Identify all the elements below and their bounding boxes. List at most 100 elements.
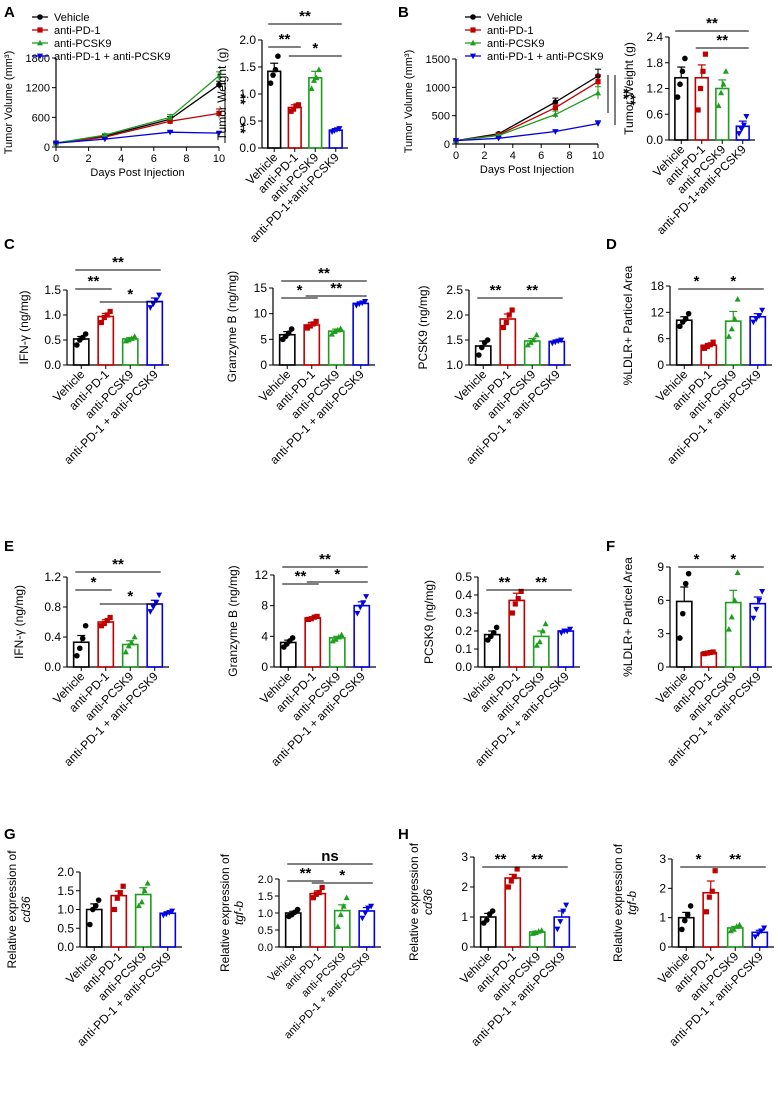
y-tick-label: 0.5 bbox=[239, 114, 256, 128]
data-point bbox=[53, 140, 59, 147]
data-point bbox=[335, 633, 342, 640]
data-point bbox=[511, 873, 517, 880]
data-point bbox=[706, 894, 712, 900]
y-tick-label: 1.5 bbox=[44, 283, 61, 297]
significance-label: * bbox=[91, 574, 97, 591]
data-point bbox=[509, 307, 515, 313]
panel-label-c: C bbox=[4, 236, 15, 253]
data-point bbox=[336, 126, 343, 132]
y-tick-label: 2.0 bbox=[239, 33, 256, 47]
bar bbox=[303, 324, 321, 366]
data-point bbox=[758, 928, 765, 935]
data-point bbox=[216, 81, 222, 88]
significance-label: * bbox=[127, 588, 133, 605]
y-tick-label: 0.8 bbox=[44, 600, 61, 614]
y-tick-label: 0.4 bbox=[44, 630, 61, 644]
data-point bbox=[707, 342, 713, 348]
significance-label: ** bbox=[716, 32, 728, 49]
series-line bbox=[55, 84, 220, 144]
y-tick-label: 0.2 bbox=[455, 624, 472, 638]
data-point bbox=[515, 596, 521, 602]
legend-marker bbox=[470, 53, 476, 60]
data-point bbox=[156, 292, 163, 299]
y-tick-label: 3 bbox=[659, 852, 666, 866]
data-point bbox=[495, 135, 502, 142]
significance-label: ** bbox=[318, 265, 330, 282]
y-tick-label: 0.5 bbox=[44, 333, 61, 347]
data-point bbox=[153, 297, 160, 304]
data-point bbox=[74, 342, 80, 348]
data-point bbox=[685, 570, 692, 577]
data-point bbox=[701, 651, 707, 657]
data-point bbox=[727, 927, 734, 934]
data-point bbox=[167, 129, 174, 136]
data-point bbox=[98, 319, 104, 326]
data-point bbox=[95, 897, 102, 903]
data-point bbox=[128, 335, 135, 341]
data-point bbox=[704, 650, 710, 656]
y-tick-label: 2.4 bbox=[646, 30, 663, 44]
data-point bbox=[334, 923, 341, 929]
y-axis-label: %LDLR+ Particel Area bbox=[621, 265, 635, 385]
y-tick-label: 0.5 bbox=[57, 921, 74, 935]
y-axis-label: Tumor Weight (g) bbox=[215, 48, 229, 141]
y-tick-label: 2.5 bbox=[446, 283, 463, 297]
y-tick-label: 0 bbox=[444, 139, 450, 151]
data-point bbox=[679, 68, 686, 75]
data-point bbox=[560, 908, 567, 915]
significance-label: * bbox=[297, 282, 303, 299]
bar bbox=[146, 300, 164, 366]
x-tick-label: 6 bbox=[151, 153, 157, 165]
data-point bbox=[156, 592, 163, 599]
data-point bbox=[316, 890, 322, 896]
y-tick-label: 0 bbox=[260, 358, 267, 372]
data-point bbox=[718, 89, 725, 96]
data-point bbox=[564, 628, 571, 635]
data-point bbox=[453, 138, 459, 144]
y-tick-label: 0.0 bbox=[44, 660, 61, 674]
y-tick-label: 0.4 bbox=[455, 588, 472, 602]
significance-label: ** bbox=[616, 89, 632, 100]
y-tick-label: 18 bbox=[651, 279, 665, 293]
y-tick-label: 3 bbox=[657, 627, 664, 641]
data-point bbox=[267, 80, 274, 86]
y-tick-label: 1.8 bbox=[646, 56, 663, 70]
significance-label: ** bbox=[729, 851, 741, 868]
significance-label: * bbox=[339, 867, 345, 884]
data-point bbox=[731, 315, 738, 322]
data-point bbox=[338, 631, 345, 638]
data-point bbox=[107, 614, 113, 621]
data-point bbox=[289, 635, 296, 641]
x-tick-label: 8 bbox=[567, 150, 573, 162]
data-point bbox=[685, 310, 692, 317]
data-point bbox=[313, 318, 319, 324]
series-line bbox=[55, 75, 220, 144]
significance-label: ** bbox=[499, 574, 511, 591]
legend-label: Vehicle bbox=[54, 12, 89, 24]
y-axis-label-gene: tgf-b bbox=[232, 901, 246, 925]
data-point bbox=[681, 917, 688, 924]
y-tick-label: 1200 bbox=[26, 83, 50, 95]
bar bbox=[675, 600, 693, 668]
y-tick-label: 2.0 bbox=[57, 865, 74, 879]
y-axis-label: PCSK9 (ng/mg) bbox=[422, 580, 436, 664]
data-point bbox=[104, 617, 110, 624]
data-point bbox=[169, 908, 176, 915]
chart-g2: 0.0 0.5 1.0 1.5 2.0 Relative expression of tgf… bbox=[218, 848, 381, 1041]
data-point bbox=[216, 110, 222, 116]
data-point bbox=[505, 884, 511, 890]
series-line bbox=[455, 122, 599, 142]
data-point bbox=[101, 620, 107, 627]
data-point bbox=[365, 905, 372, 912]
legend-label: anti-PD-1 + anti-PCSK9 bbox=[487, 51, 603, 63]
significance-label: ** bbox=[623, 95, 639, 106]
y-axis-label-gene: tgf-b bbox=[625, 891, 639, 915]
data-point bbox=[704, 343, 710, 350]
data-point bbox=[285, 330, 292, 336]
data-point bbox=[753, 606, 760, 613]
